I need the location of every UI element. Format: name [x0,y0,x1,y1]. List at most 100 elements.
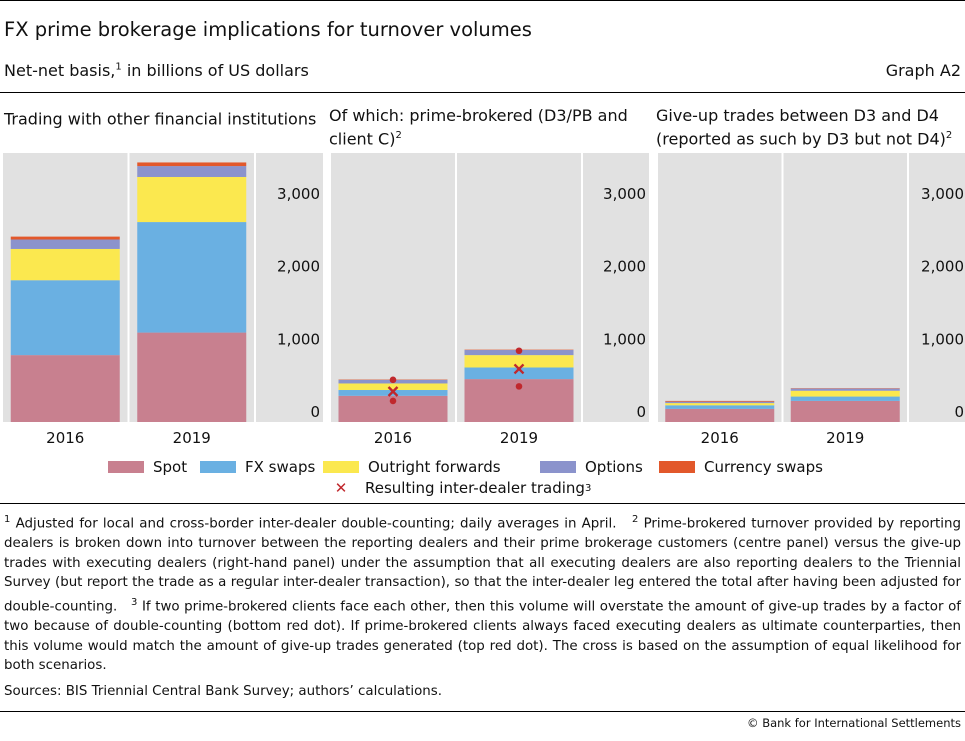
bar-options-2019 [137,166,247,177]
cross-stroke [387,386,399,397]
graph-title: FX prime brokerage implications for turn… [4,18,532,41]
marker-top-dot-2016 [389,376,397,384]
bar-currency-swaps-2019 [137,162,247,167]
y-tick-label: 3,000 [277,185,320,203]
bar-outright-forwards-2016 [10,248,120,281]
charts-area: 2016 2019 0 1,000 2,000 3,000 2016 2019 0 1,000 2,… [3,153,965,447]
bar-fx-swaps-2016 [665,405,775,409]
bar-outright-forwards-2019 [790,390,900,397]
legend-item-outright-forwards: Outright forwards [323,458,501,476]
x-tick-label: 2016 [46,429,84,447]
bar-outright-forwards-2016 [338,383,448,391]
footnote-text: If two prime-brokered clients face each … [4,599,961,674]
footnote-text: Prime-brokered turnover provided by repo… [4,516,961,615]
top-rule [0,0,965,1]
y-tick-label: 3,000 [921,185,964,203]
subtitle-text: Net-net basis, [4,61,116,80]
marker-top-dot-2019 [515,347,523,355]
copyright: © Bank for International Settlements [747,716,961,730]
marker-bottom-dot-2019 [515,383,523,390]
marker-cross-2016 [387,386,399,397]
bar-fx-swaps-2016 [10,280,120,356]
x-tick-label: 2016 [701,429,739,447]
plot-background [658,153,782,422]
legend-label: Spot [153,458,188,476]
x-tick-label: 2016 [374,429,412,447]
cross-marker-icon: ✕ [334,479,348,497]
y-tick-label: 1,000 [277,330,320,348]
legend-swatch [323,461,359,473]
y-tick-label: 0 [954,403,964,421]
bar-fx-swaps-2019 [137,222,247,333]
bottom-rule [0,711,965,712]
legend-swatch [108,461,144,473]
bar-spot-2019 [790,400,900,422]
legend-swatch [659,461,695,473]
bar-options-2016 [665,401,775,404]
footnote-marker: 1 [4,514,11,525]
bar-spot-2019 [137,332,247,422]
y-tick-label: 3,000 [603,185,646,203]
y-tick-label: 2,000 [277,258,320,276]
bar-options-2019 [790,388,900,391]
bar-spot-2016 [665,408,775,422]
footnote-text: Adjusted for local and cross-border inte… [15,516,617,532]
subtitle-footnote-ref: 1 [115,61,122,73]
subtitle-units: in billions of US dollars [121,61,309,80]
legend-label: FX swaps [245,458,316,476]
legend-item-inter-dealer-marker: ✕ Resulting inter-dealer trading 3 [323,479,592,497]
footnote-marker: 2 [632,514,639,525]
footnote-rule [0,503,965,504]
marker-cross-2019 [513,363,525,375]
panel-title-footnote-ref: 2 [395,130,402,141]
legend-label: Currency swaps [704,458,823,476]
panel-title-text: Of which: prime-brokered (D3/PB and clie… [329,106,628,149]
x-tick-label: 2019 [173,429,211,447]
legend-label: Resulting inter-dealer trading [365,479,585,497]
bar-options-2016 [10,239,120,249]
legend-label: Options [585,458,643,476]
legend-item-currency-swaps: Currency swaps [659,458,823,476]
panel-title-centre: Of which: prime-brokered (D3/PB and clie… [329,106,649,149]
graph-subtitle: Net-net basis,1 in billions of US dollar… [4,61,309,80]
bar-fx-swaps-2019 [790,396,900,401]
y-tick-label: 1,000 [921,330,964,348]
chart-panel-1: 2016 2019 0 1,000 2,000 3,000 [3,153,323,447]
footnote-marker: 3 [130,596,138,608]
y-tick-label: 0 [310,403,320,421]
legend-swatch [200,461,236,473]
bar-outright-forwards-2019 [137,176,247,223]
panel-title-right: Give-up trades between D3 and D4 (report… [656,106,961,149]
marker-bottom-dot-2016 [389,397,397,405]
panel-title-text: Trading with other financial institution… [4,109,317,129]
sources-note: Sources: BIS Triennial Central Bank Surv… [4,684,442,699]
plot-background [783,153,907,422]
bar-currency-swaps-2016 [10,236,120,240]
axis-background [256,153,323,422]
x-tick-label: 2019 [500,429,538,447]
legend-item-fx-swaps: FX swaps [200,458,315,476]
graph-number: Graph A2 [885,61,961,80]
y-tick-label: 2,000 [603,258,646,276]
bar-spot-2016 [10,355,120,422]
y-tick-label: 2,000 [921,258,964,276]
x-tick-label: 2019 [826,429,864,447]
panel-title-footnote-ref: 2 [945,130,953,141]
y-tick-label: 1,000 [603,330,646,348]
panel-title-text: Give-up trades between D3 and D4 (report… [656,106,946,149]
axis-background [909,153,965,422]
bar-fx-swaps-2019 [464,367,574,380]
legend-label: Outright forwards [368,458,501,476]
footnotes: 1 Adjusted for local and cross-border in… [4,510,961,676]
header-rule [0,92,965,93]
chart-panel-3: 2016 2019 0 1,000 2,000 3,000 [658,153,965,447]
legend-item-spot: Spot [108,458,187,476]
legend-swatch [540,461,576,473]
y-tick-label: 0 [636,403,646,421]
legend-item-options: Options [540,458,643,476]
bar-outright-forwards-2019 [464,355,574,368]
chart-panel-2: 2016 2019 0 1,000 2,000 3,000 [331,153,649,447]
cross-stroke [513,363,525,375]
axis-background [583,153,649,422]
bar-currency-swaps-2016 [665,400,775,402]
